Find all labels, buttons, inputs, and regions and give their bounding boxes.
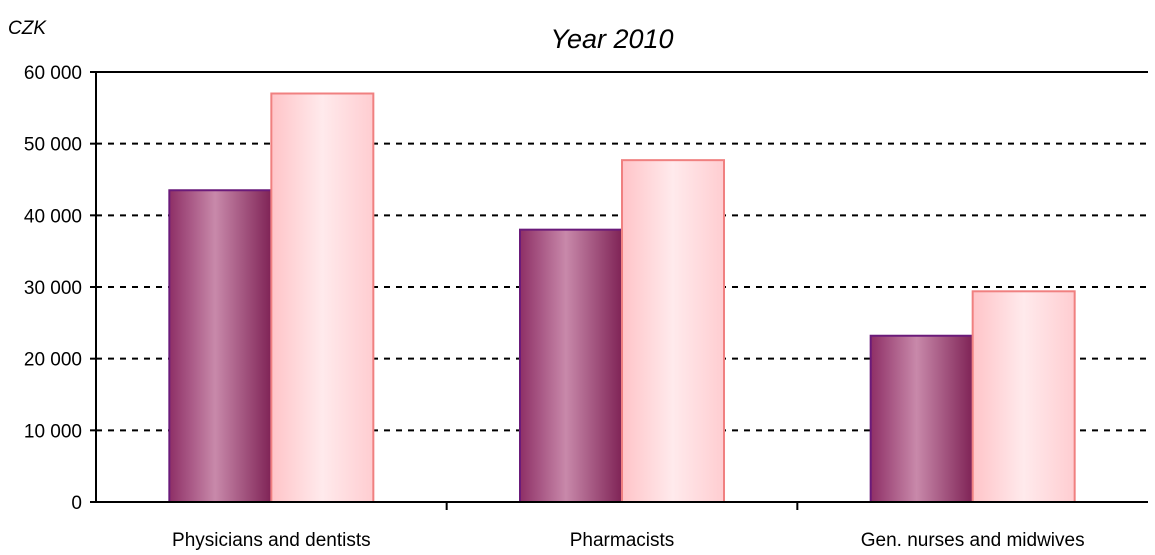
y-tick-label: 50 000 bbox=[24, 135, 82, 156]
bar-series2-0 bbox=[270, 92, 375, 503]
axes bbox=[90, 71, 1148, 510]
x-category-label: Pharmacists bbox=[570, 530, 675, 551]
labels: 0 10 000 20 000 30 000 40 000 50 000 60 000 Phy… bbox=[24, 63, 1085, 551]
chart-title: Year 2010 bbox=[550, 24, 673, 54]
y-tick-label: 10 000 bbox=[24, 421, 82, 442]
x-category-label: Gen. nurses and midwives bbox=[861, 530, 1085, 551]
bar-series1-2 bbox=[869, 334, 974, 503]
y-tick-label: 30 000 bbox=[24, 278, 82, 299]
x-category-label: Physicians and dentists bbox=[172, 530, 371, 551]
y-axis-unit-label: CZK bbox=[8, 18, 47, 39]
bars bbox=[168, 92, 1076, 504]
bar-series1-0 bbox=[168, 189, 273, 503]
bar-series2-1 bbox=[621, 159, 725, 503]
bar-series2-2 bbox=[971, 290, 1076, 503]
y-tick-label: 40 000 bbox=[24, 206, 82, 227]
y-tick-label: 60 000 bbox=[24, 63, 82, 84]
y-tick-label: 0 bbox=[71, 493, 82, 514]
y-tick-label: 20 000 bbox=[24, 350, 82, 371]
bar-series1-1 bbox=[519, 228, 623, 504]
